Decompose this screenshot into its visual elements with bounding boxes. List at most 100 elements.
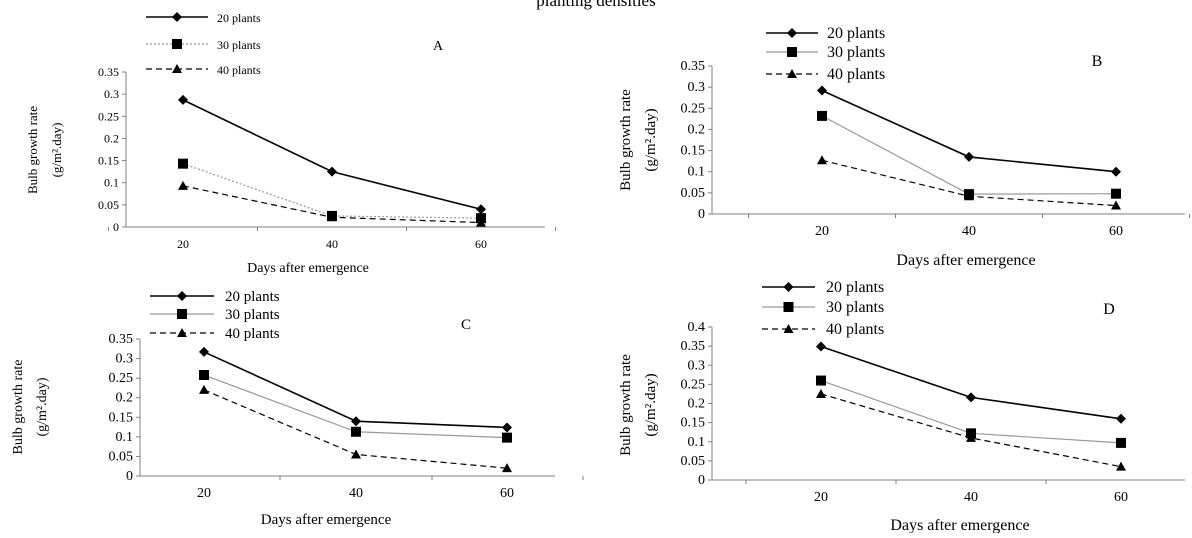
legend-marker [177, 309, 187, 319]
y-tick-label: 0.2 [688, 397, 706, 412]
x-tick-label: 40 [349, 486, 363, 501]
data-point [966, 432, 976, 442]
series-line [182, 99, 482, 211]
y-tick-label: 0.15 [681, 144, 706, 159]
x-tick-label: 40 [962, 224, 976, 239]
data-point [476, 204, 486, 215]
x-tick-label: 60 [500, 486, 514, 501]
x-tick-label: 60 [1114, 490, 1128, 505]
y-tick-label: 0.05 [109, 449, 134, 464]
legend-label: 20 plants [217, 11, 261, 25]
y-tick-label: 0.05 [681, 454, 706, 469]
y-tick-label: 0.25 [109, 371, 134, 386]
legend-label: 20 plants [827, 25, 885, 42]
chart-panel-c: 0 0.05 0.1 0.15 0.2 0.25 0.3 0.35 20 40 60 Days aft… [11, 289, 584, 528]
y-tick-label: 0.3 [688, 358, 706, 373]
y-tick-label: 0.05 [681, 186, 706, 201]
data-point [476, 217, 486, 227]
legend-label: 40 plants [225, 326, 280, 342]
legend-label: 30 plants [225, 307, 280, 323]
y-tick-label: 0.25 [681, 377, 706, 392]
data-point [1111, 188, 1121, 199]
legend-label: 30 plants [827, 44, 885, 61]
data-point [816, 388, 826, 398]
data-point [1116, 437, 1126, 448]
y-tick-label: 0.35 [109, 332, 134, 347]
data-point [178, 180, 188, 190]
y-tick-label: 0.4 [688, 320, 706, 335]
y-tick-label: 0.25 [98, 109, 119, 123]
legend-label: 30 plants [217, 38, 261, 52]
legend-marker [172, 12, 182, 22]
legend-label: 40 plants [217, 63, 261, 77]
data-point [964, 151, 974, 162]
y-tick-label: 0.35 [98, 65, 119, 79]
legend-marker [783, 324, 794, 333]
y-tick-label: 0.1 [688, 435, 706, 450]
y-tick-label: 0.1 [104, 176, 119, 190]
y-tick-label: 0.35 [681, 59, 706, 74]
x-axis-label: Days after emergence [896, 252, 1035, 269]
series-line [820, 393, 1122, 468]
y-tick-label: 0.3 [688, 80, 706, 95]
data-point [964, 191, 974, 201]
y-tick-label: 0 [698, 473, 705, 488]
data-point [1111, 200, 1121, 210]
y-tick-label: 0 [113, 220, 119, 234]
y-tick-label: 0.05 [98, 198, 119, 212]
y-tick-label: 0.15 [681, 416, 706, 431]
panel-label: B [1092, 53, 1103, 70]
x-axis-label: Days after emergence [247, 261, 369, 276]
data-point [1116, 413, 1126, 424]
y-axis-unit-label: (g/m².day) [643, 373, 659, 436]
y-tick-label: 0.1 [116, 430, 134, 445]
y-axis-unit-label: (g/m².day) [643, 108, 659, 171]
data-point [327, 212, 337, 222]
x-tick-label: 20 [177, 237, 189, 251]
y-tick-label: 0.2 [116, 391, 134, 406]
x-tick-label: 20 [814, 490, 828, 505]
x-tick-label: 20 [197, 486, 211, 501]
legend-marker [787, 47, 797, 57]
data-point [351, 416, 361, 427]
data-point [199, 384, 209, 394]
data-point [351, 449, 361, 459]
legend-marker [177, 291, 187, 301]
x-tick-label: 60 [475, 237, 487, 251]
legend-label: 30 plants [826, 299, 884, 316]
data-point [351, 426, 361, 437]
series-line [203, 351, 508, 429]
chart-panel-d: 0 0.05 0.1 0.15 0.2 0.25 0.3 0.35 0.4 20 40 60 Days … [618, 279, 1185, 534]
y-tick-label: 0 [126, 469, 133, 484]
data-point [502, 463, 512, 473]
chart-panel-b: 0 0.05 0.1 0.15 0.2 0.25 0.3 0.35 20 40 60 Days aft… [618, 25, 1190, 269]
data-point [817, 85, 827, 96]
data-point [178, 158, 188, 169]
legend-marker [783, 302, 794, 312]
data-point [966, 392, 976, 403]
y-tick-label: 0.3 [104, 87, 119, 101]
data-point [816, 375, 826, 386]
y-tick-label: 0 [698, 207, 705, 222]
legend-marker [177, 328, 187, 337]
series-line [820, 345, 1122, 420]
y-tick-label: 0.15 [98, 154, 119, 168]
legend-marker [172, 39, 182, 49]
data-point [1116, 461, 1126, 471]
y-axis-label: Bulb growth rate [618, 354, 634, 456]
x-tick-label: 60 [1109, 224, 1123, 239]
y-axis-label: Bulb growth rate [25, 106, 40, 194]
legend-marker [783, 282, 794, 292]
x-tick-label: 40 [326, 237, 338, 251]
y-axis-unit-label: (g/m².day) [49, 123, 64, 178]
panel-label: D [1103, 301, 1115, 318]
y-tick-label: 0.3 [116, 352, 134, 367]
y-axis-label: Bulb growth rate [11, 360, 26, 455]
y-tick-label: 0.1 [688, 165, 706, 180]
x-tick-label: 20 [815, 224, 829, 239]
data-point [816, 341, 826, 352]
y-axis-unit-label: (g/m².day) [35, 377, 50, 436]
data-point [817, 110, 827, 121]
legend-marker [172, 64, 182, 73]
